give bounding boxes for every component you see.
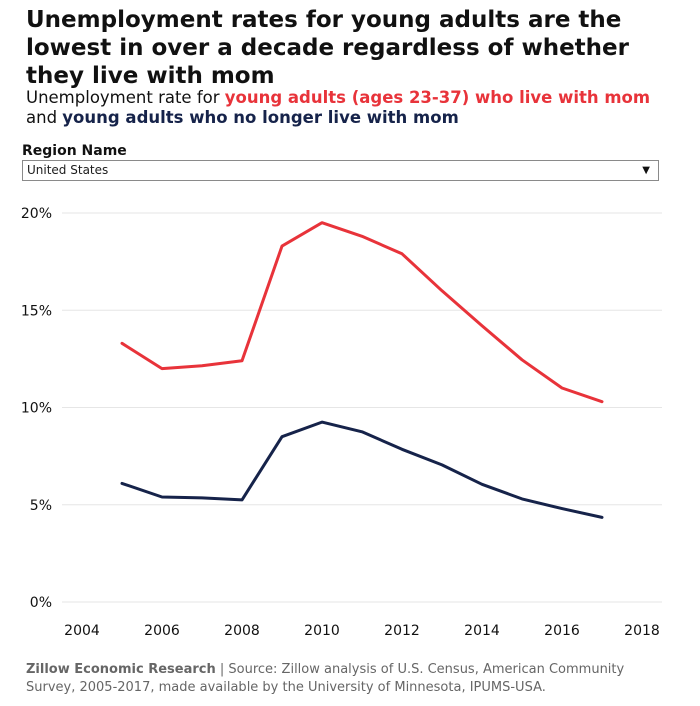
y-tick-label: 15% <box>21 303 52 319</box>
x-tick-label: 2006 <box>144 623 180 639</box>
source-footer: Zillow Economic Research | Source: Zillo… <box>26 661 676 697</box>
y-tick-label: 20% <box>21 206 52 222</box>
footer-source: Source: Zillow analysis of U.S. Census, … <box>26 662 625 695</box>
series-lines <box>120 221 604 519</box>
subtitle-prefix: Unemployment rate for <box>26 88 225 107</box>
x-tick-label: 2008 <box>224 623 260 639</box>
x-tick-label: 2018 <box>624 623 660 639</box>
dropdown-arrow-icon[interactable]: ▼ <box>642 165 650 176</box>
chart-subtitle: Unemployment rate for young adults (ages… <box>26 88 676 128</box>
chart-title: Unemployment rates for young adults are … <box>26 7 629 89</box>
region-selected-value: United States <box>27 163 109 177</box>
footer-separator: | <box>215 662 229 677</box>
region-dropdown[interactable]: United States ▼ <box>22 160 659 181</box>
series-line-with-mom[interactable] <box>120 221 604 404</box>
x-tick-label: 2004 <box>64 623 100 639</box>
footer-org: Zillow Economic Research <box>26 662 216 677</box>
x-axis-labels: 2004 2006 2008 2010 2012 2014 2016 2018 <box>64 623 660 639</box>
x-tick-label: 2012 <box>384 623 420 639</box>
x-tick-label: 2014 <box>464 623 500 639</box>
grid-lines <box>62 212 662 603</box>
y-tick-label: 5% <box>30 498 52 514</box>
subtitle-middle: and <box>26 108 63 127</box>
x-tick-label: 2010 <box>304 623 340 639</box>
series-line-without-mom[interactable] <box>120 420 604 519</box>
subtitle-with-mom: young adults (ages 23-37) who live with … <box>224 88 651 107</box>
y-tick-label: 0% <box>30 595 52 611</box>
line-chart: 0%5%10%15%20% 2004 2006 2008 2010 2012 2014 20… <box>21 206 662 639</box>
y-tick-label: 10% <box>21 401 52 417</box>
region-label: Region Name <box>22 143 127 159</box>
subtitle-without-mom: young adults who no longer live with mom <box>62 108 459 127</box>
x-tick-label: 2016 <box>544 623 580 639</box>
y-axis-labels: 0% 5% 10% 15% 20% <box>21 206 52 611</box>
